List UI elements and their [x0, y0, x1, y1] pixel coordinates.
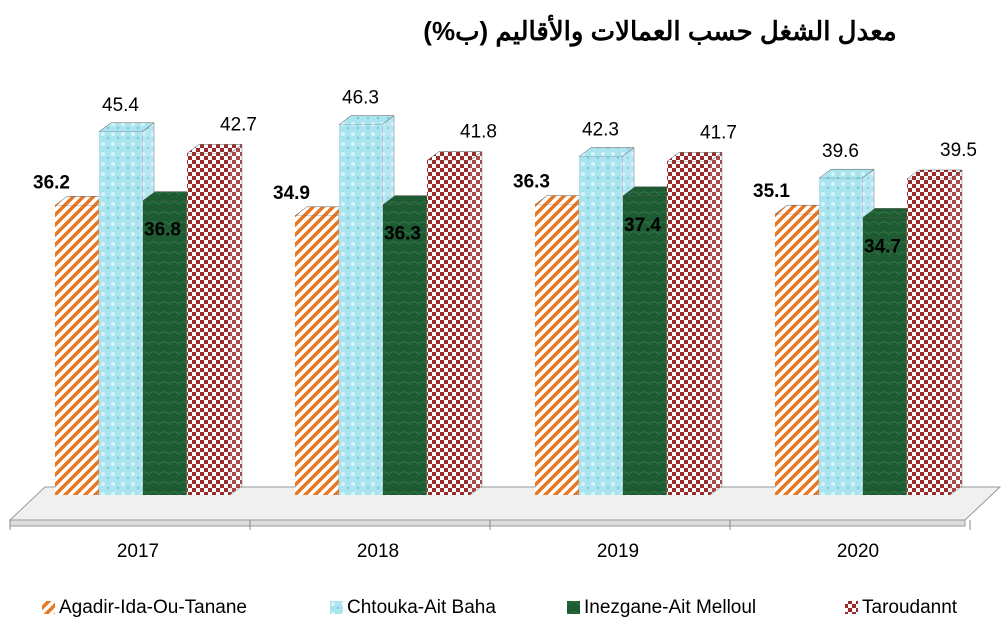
- bar-side: [949, 169, 963, 496]
- legend-swatch: [42, 601, 55, 614]
- data-label: 39.5: [940, 140, 977, 161]
- legend-swatch: [330, 601, 343, 614]
- bar: [535, 204, 578, 495]
- data-label: 36.8: [144, 220, 181, 241]
- x-tick-label: 2017: [117, 541, 159, 562]
- data-label: 35.1: [753, 181, 790, 202]
- bar: [295, 215, 338, 496]
- bar: [775, 214, 818, 495]
- chart-title: معدل الشغل حسب العمالات والأقاليم (ب%): [423, 14, 896, 47]
- legend-swatch: [567, 601, 580, 614]
- bar-side: [229, 143, 243, 496]
- data-label: 41.7: [700, 122, 737, 143]
- x-tick-label: 2018: [357, 541, 399, 562]
- bar-side: [469, 151, 483, 496]
- bar: [187, 153, 230, 495]
- bar: [819, 178, 862, 495]
- bar: [383, 204, 426, 495]
- legend-swatch: [845, 601, 858, 614]
- floor-edge: [9, 519, 966, 527]
- data-label: 37.4: [624, 215, 661, 236]
- legend-label: Inezgane-Ait Melloul: [584, 597, 756, 618]
- bar: [55, 205, 98, 495]
- bar-side: [709, 151, 723, 496]
- data-label: 42.3: [582, 120, 619, 141]
- x-tick-label: 2019: [597, 541, 639, 562]
- data-label: 39.6: [822, 141, 859, 162]
- data-label: 36.3: [384, 224, 421, 245]
- bar: [863, 217, 906, 495]
- bar: [623, 195, 666, 496]
- bar: [427, 160, 470, 495]
- bar: [667, 161, 710, 495]
- data-label: 34.7: [864, 236, 901, 257]
- bar: [143, 200, 186, 495]
- legend-label: Chtouka-Ait Baha: [347, 597, 496, 618]
- data-label: 34.9: [273, 183, 310, 204]
- data-label: 41.8: [460, 122, 497, 143]
- x-tick-label: 2020: [837, 541, 879, 562]
- data-label: 45.4: [102, 95, 139, 116]
- legend-label: Agadir-Ida-Ou-Tanane: [59, 597, 247, 618]
- data-label: 36.2: [33, 172, 70, 193]
- bar: [579, 156, 622, 495]
- data-label: 42.7: [220, 114, 257, 135]
- legend-label: Taroudannt: [862, 597, 958, 618]
- bar: [907, 179, 950, 495]
- bar: [99, 131, 142, 496]
- data-label: 36.3: [513, 172, 550, 193]
- bar: [339, 124, 382, 495]
- data-label: 46.3: [342, 88, 379, 109]
